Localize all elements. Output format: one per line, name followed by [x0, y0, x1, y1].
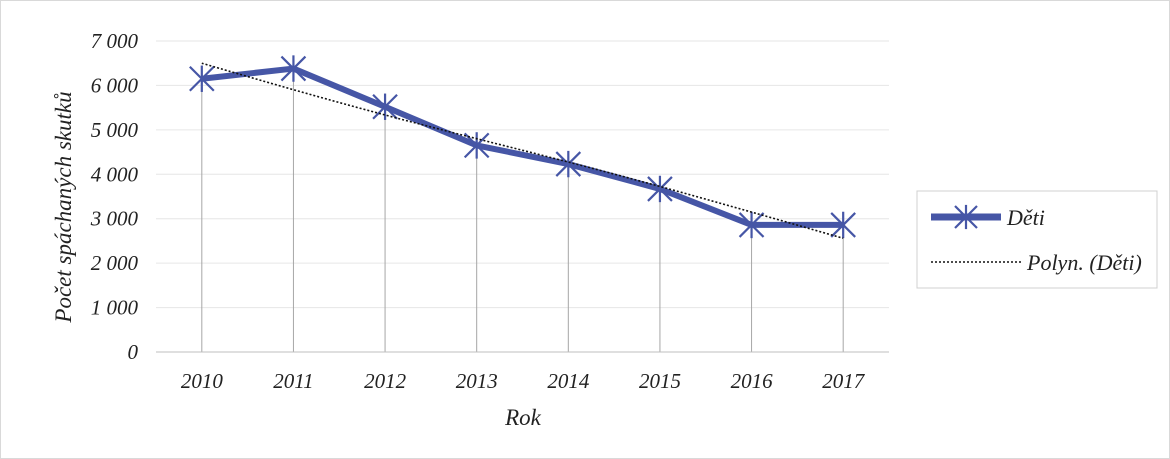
y-tick-label: 0: [128, 340, 139, 364]
legend-label-deti: Děti: [1006, 205, 1045, 230]
y-tick-label: 5 000: [91, 118, 139, 142]
data-point-marker: [555, 150, 582, 178]
data-point-marker: [189, 65, 215, 92]
x-tick-labels: 2010 2011 2012 2013 2014 2015 2016 2017: [181, 369, 866, 393]
data-point-marker: [280, 55, 307, 82]
y-tick-label: 6 000: [91, 73, 139, 97]
x-tick-label: 2014: [547, 369, 590, 393]
x-tick-label: 2015: [639, 369, 681, 393]
legend-label-trend: Polyn. (Děti): [1026, 250, 1142, 275]
drop-lines: [201, 68, 844, 352]
y-tick-label: 2 000: [91, 251, 139, 275]
x-tick-label: 2013: [456, 369, 498, 393]
data-point-marker: [372, 93, 398, 120]
y-tick-label: 3 000: [90, 207, 139, 231]
x-tick-label: 2017: [822, 369, 866, 393]
y-tick-label: 4 000: [91, 162, 139, 186]
x-tick-label: 2011: [273, 369, 313, 393]
data-point-marker: [738, 211, 765, 239]
legend-asterisk-icon: [954, 204, 978, 230]
y-axis-title: Počet spáchaných skutků: [51, 91, 76, 323]
y-tick-label: 1 000: [91, 296, 139, 320]
x-tick-label: 2016: [731, 369, 774, 393]
y-tick-labels: 0 1 000 2 000 3 000 4 000 5 000 6 000 7 000: [90, 29, 139, 364]
legend-entry-trend: Polyn. (Děti): [931, 250, 1142, 275]
series-markers: [189, 55, 856, 239]
data-point-marker: [830, 211, 856, 239]
series-line-deti: [201, 65, 844, 228]
x-tick-label: 2012: [364, 369, 407, 393]
data-point-marker: [647, 175, 673, 203]
gridlines: [156, 40, 889, 309]
trendline-polyn-deti: [201, 62, 844, 240]
legend-entry-deti: Děti: [931, 204, 1045, 230]
x-tick-label: 2010: [181, 369, 224, 393]
legend: Děti Polyn. (Děti): [916, 190, 1158, 289]
legend-marker: [954, 204, 978, 230]
y-tick-label: 7 000: [91, 29, 139, 53]
x-axis-title: Rok: [504, 405, 542, 430]
